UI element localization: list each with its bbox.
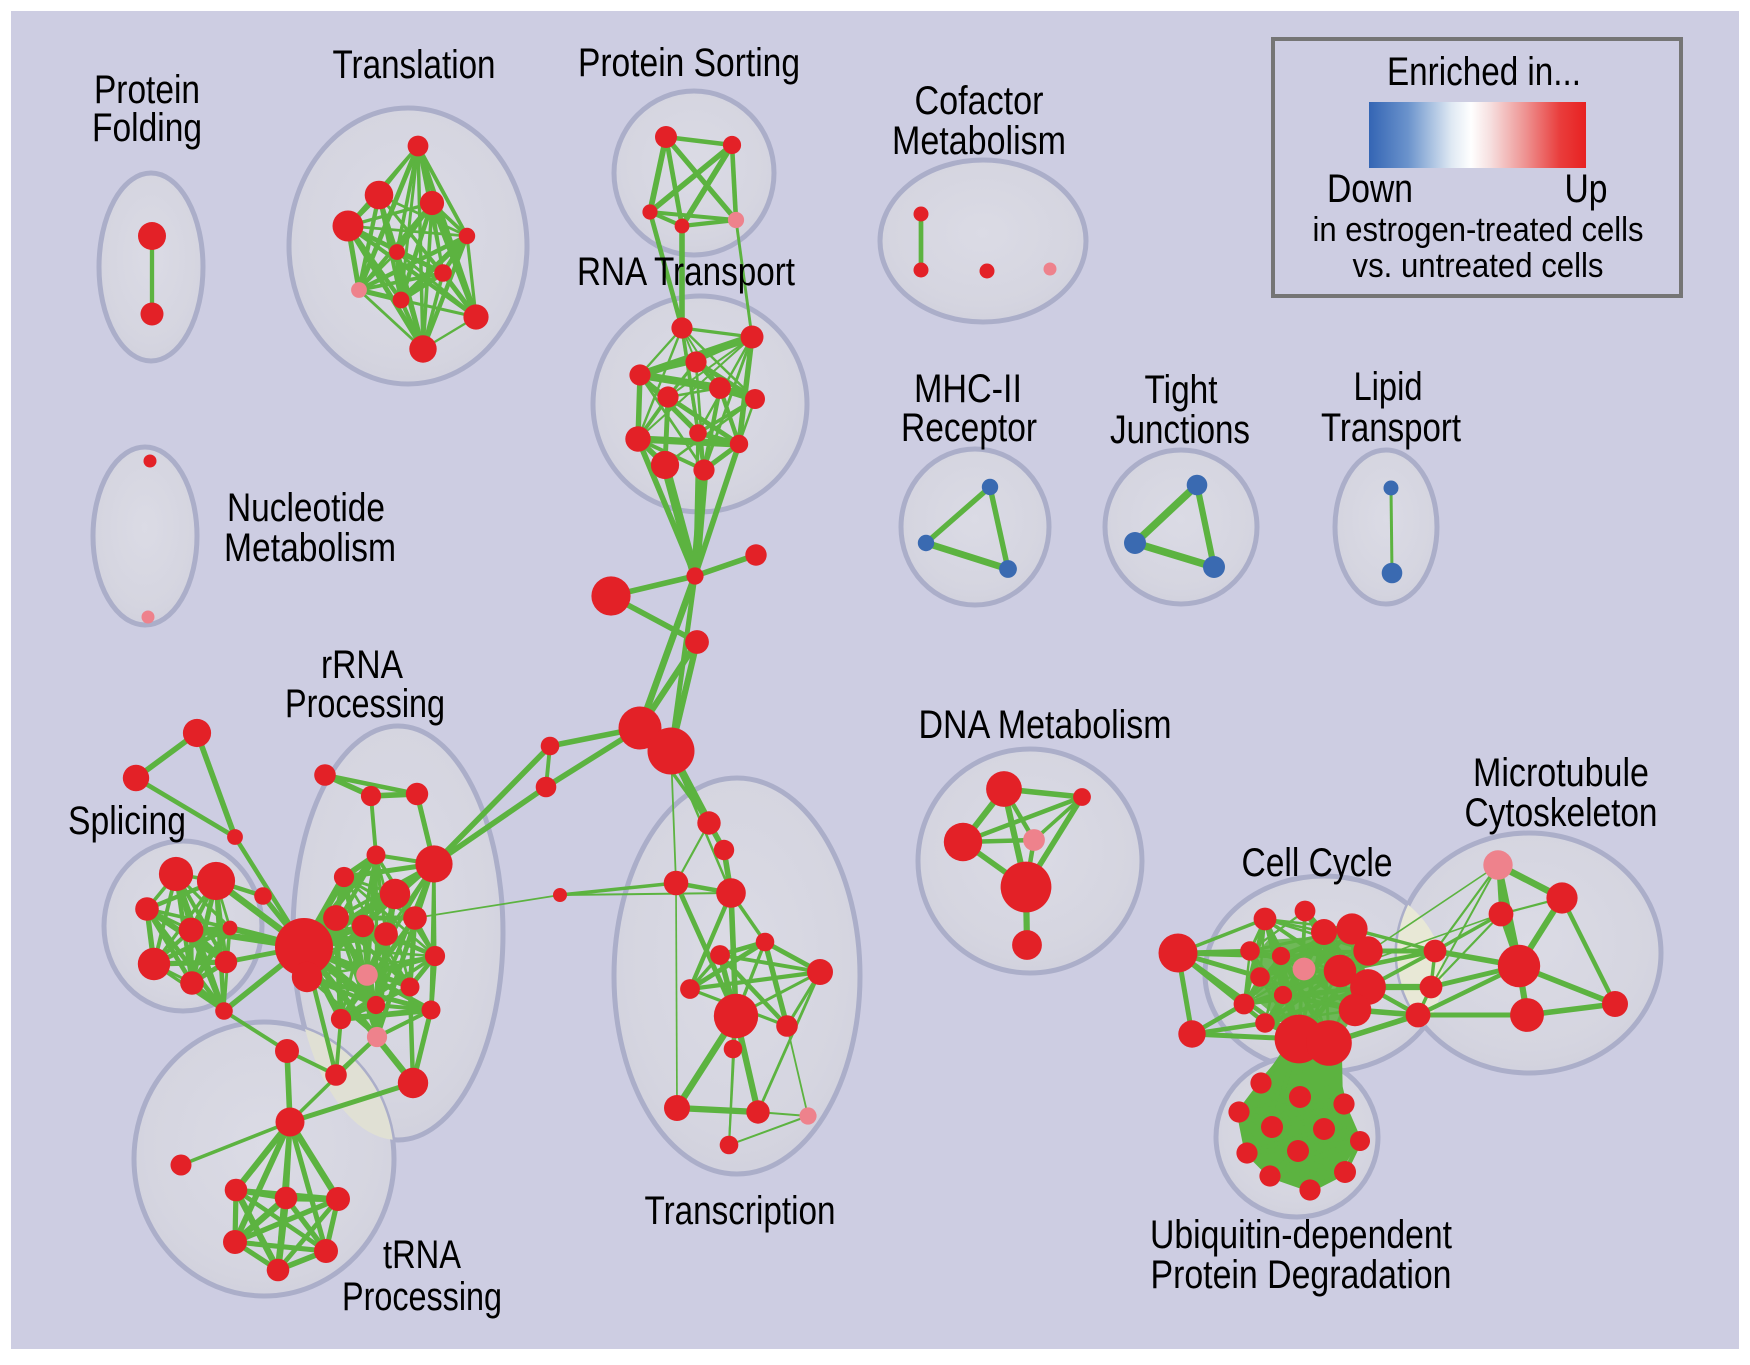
svg-text:Splicing: Splicing: [68, 799, 186, 843]
svg-text:Receptor: Receptor: [901, 406, 1037, 450]
svg-text:MHC-II: MHC-II: [914, 367, 1022, 411]
svg-text:Cytoskeleton: Cytoskeleton: [1465, 791, 1658, 835]
svg-text:Processing: Processing: [342, 1275, 502, 1319]
svg-text:Microtubule: Microtubule: [1473, 751, 1649, 795]
svg-text:Junctions: Junctions: [1110, 408, 1250, 452]
svg-text:DNA Metabolism: DNA Metabolism: [919, 703, 1172, 747]
svg-text:Cell Cycle: Cell Cycle: [1242, 841, 1393, 885]
svg-text:Protein Degradation: Protein Degradation: [1151, 1253, 1452, 1297]
svg-text:Protein Sorting: Protein Sorting: [578, 41, 800, 85]
svg-text:Lipid: Lipid: [1354, 365, 1423, 409]
svg-text:in estrogen-treated cells: in estrogen-treated cells: [1313, 211, 1644, 249]
svg-text:Transcription: Transcription: [645, 1189, 836, 1233]
svg-text:Enriched in...: Enriched in...: [1387, 50, 1581, 94]
svg-text:Ubiquitin-dependent: Ubiquitin-dependent: [1150, 1213, 1452, 1257]
svg-text:rRNA: rRNA: [321, 643, 403, 687]
svg-text:Down: Down: [1327, 167, 1413, 211]
svg-text:RNA Transport: RNA Transport: [577, 250, 795, 294]
svg-text:tRNA: tRNA: [383, 1233, 461, 1277]
svg-text:vs. untreated cells: vs. untreated cells: [1353, 247, 1604, 285]
svg-text:Up: Up: [1565, 167, 1608, 211]
svg-text:Tight: Tight: [1145, 368, 1218, 412]
svg-text:Translation: Translation: [333, 43, 496, 87]
svg-text:Protein: Protein: [94, 68, 200, 112]
svg-text:Metabolism: Metabolism: [892, 119, 1066, 163]
svg-text:Cofactor: Cofactor: [915, 79, 1044, 123]
svg-text:Folding: Folding: [92, 106, 202, 150]
svg-text:Processing: Processing: [285, 682, 445, 726]
svg-text:Metabolism: Metabolism: [224, 526, 396, 570]
svg-text:Nucleotide: Nucleotide: [227, 486, 385, 530]
svg-text:Transport: Transport: [1321, 406, 1461, 450]
